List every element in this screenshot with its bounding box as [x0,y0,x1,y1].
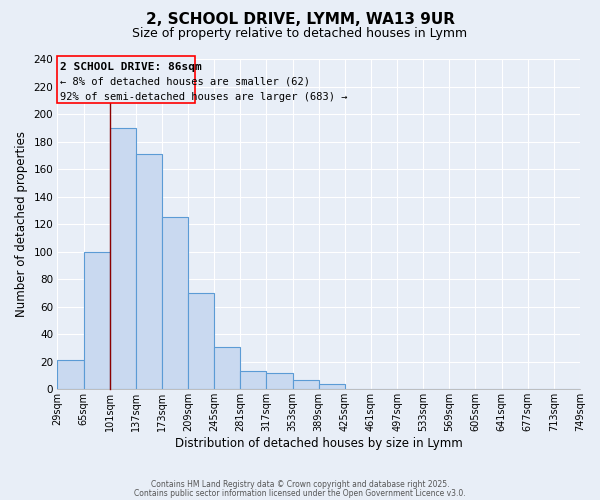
Bar [293,380,319,390]
Text: 2 SCHOOL DRIVE: 86sqm: 2 SCHOOL DRIVE: 86sqm [61,62,202,72]
Bar [188,293,214,390]
Bar [83,252,110,390]
Bar [58,56,196,103]
Text: Contains public sector information licensed under the Open Government Licence v3: Contains public sector information licen… [134,488,466,498]
Bar [58,360,83,390]
Bar [136,154,162,390]
Text: ← 8% of detached houses are smaller (62): ← 8% of detached houses are smaller (62) [61,77,310,87]
Text: 2, SCHOOL DRIVE, LYMM, WA13 9UR: 2, SCHOOL DRIVE, LYMM, WA13 9UR [146,12,455,28]
Bar [162,218,188,390]
Text: Contains HM Land Registry data © Crown copyright and database right 2025.: Contains HM Land Registry data © Crown c… [151,480,449,489]
Bar [110,128,136,390]
Y-axis label: Number of detached properties: Number of detached properties [15,131,28,317]
Text: Size of property relative to detached houses in Lymm: Size of property relative to detached ho… [133,28,467,40]
Bar [214,346,241,390]
X-axis label: Distribution of detached houses by size in Lymm: Distribution of detached houses by size … [175,437,463,450]
Text: 92% of semi-detached houses are larger (683) →: 92% of semi-detached houses are larger (… [61,92,348,102]
Bar [241,372,266,390]
Bar [266,373,293,390]
Bar [319,384,345,390]
